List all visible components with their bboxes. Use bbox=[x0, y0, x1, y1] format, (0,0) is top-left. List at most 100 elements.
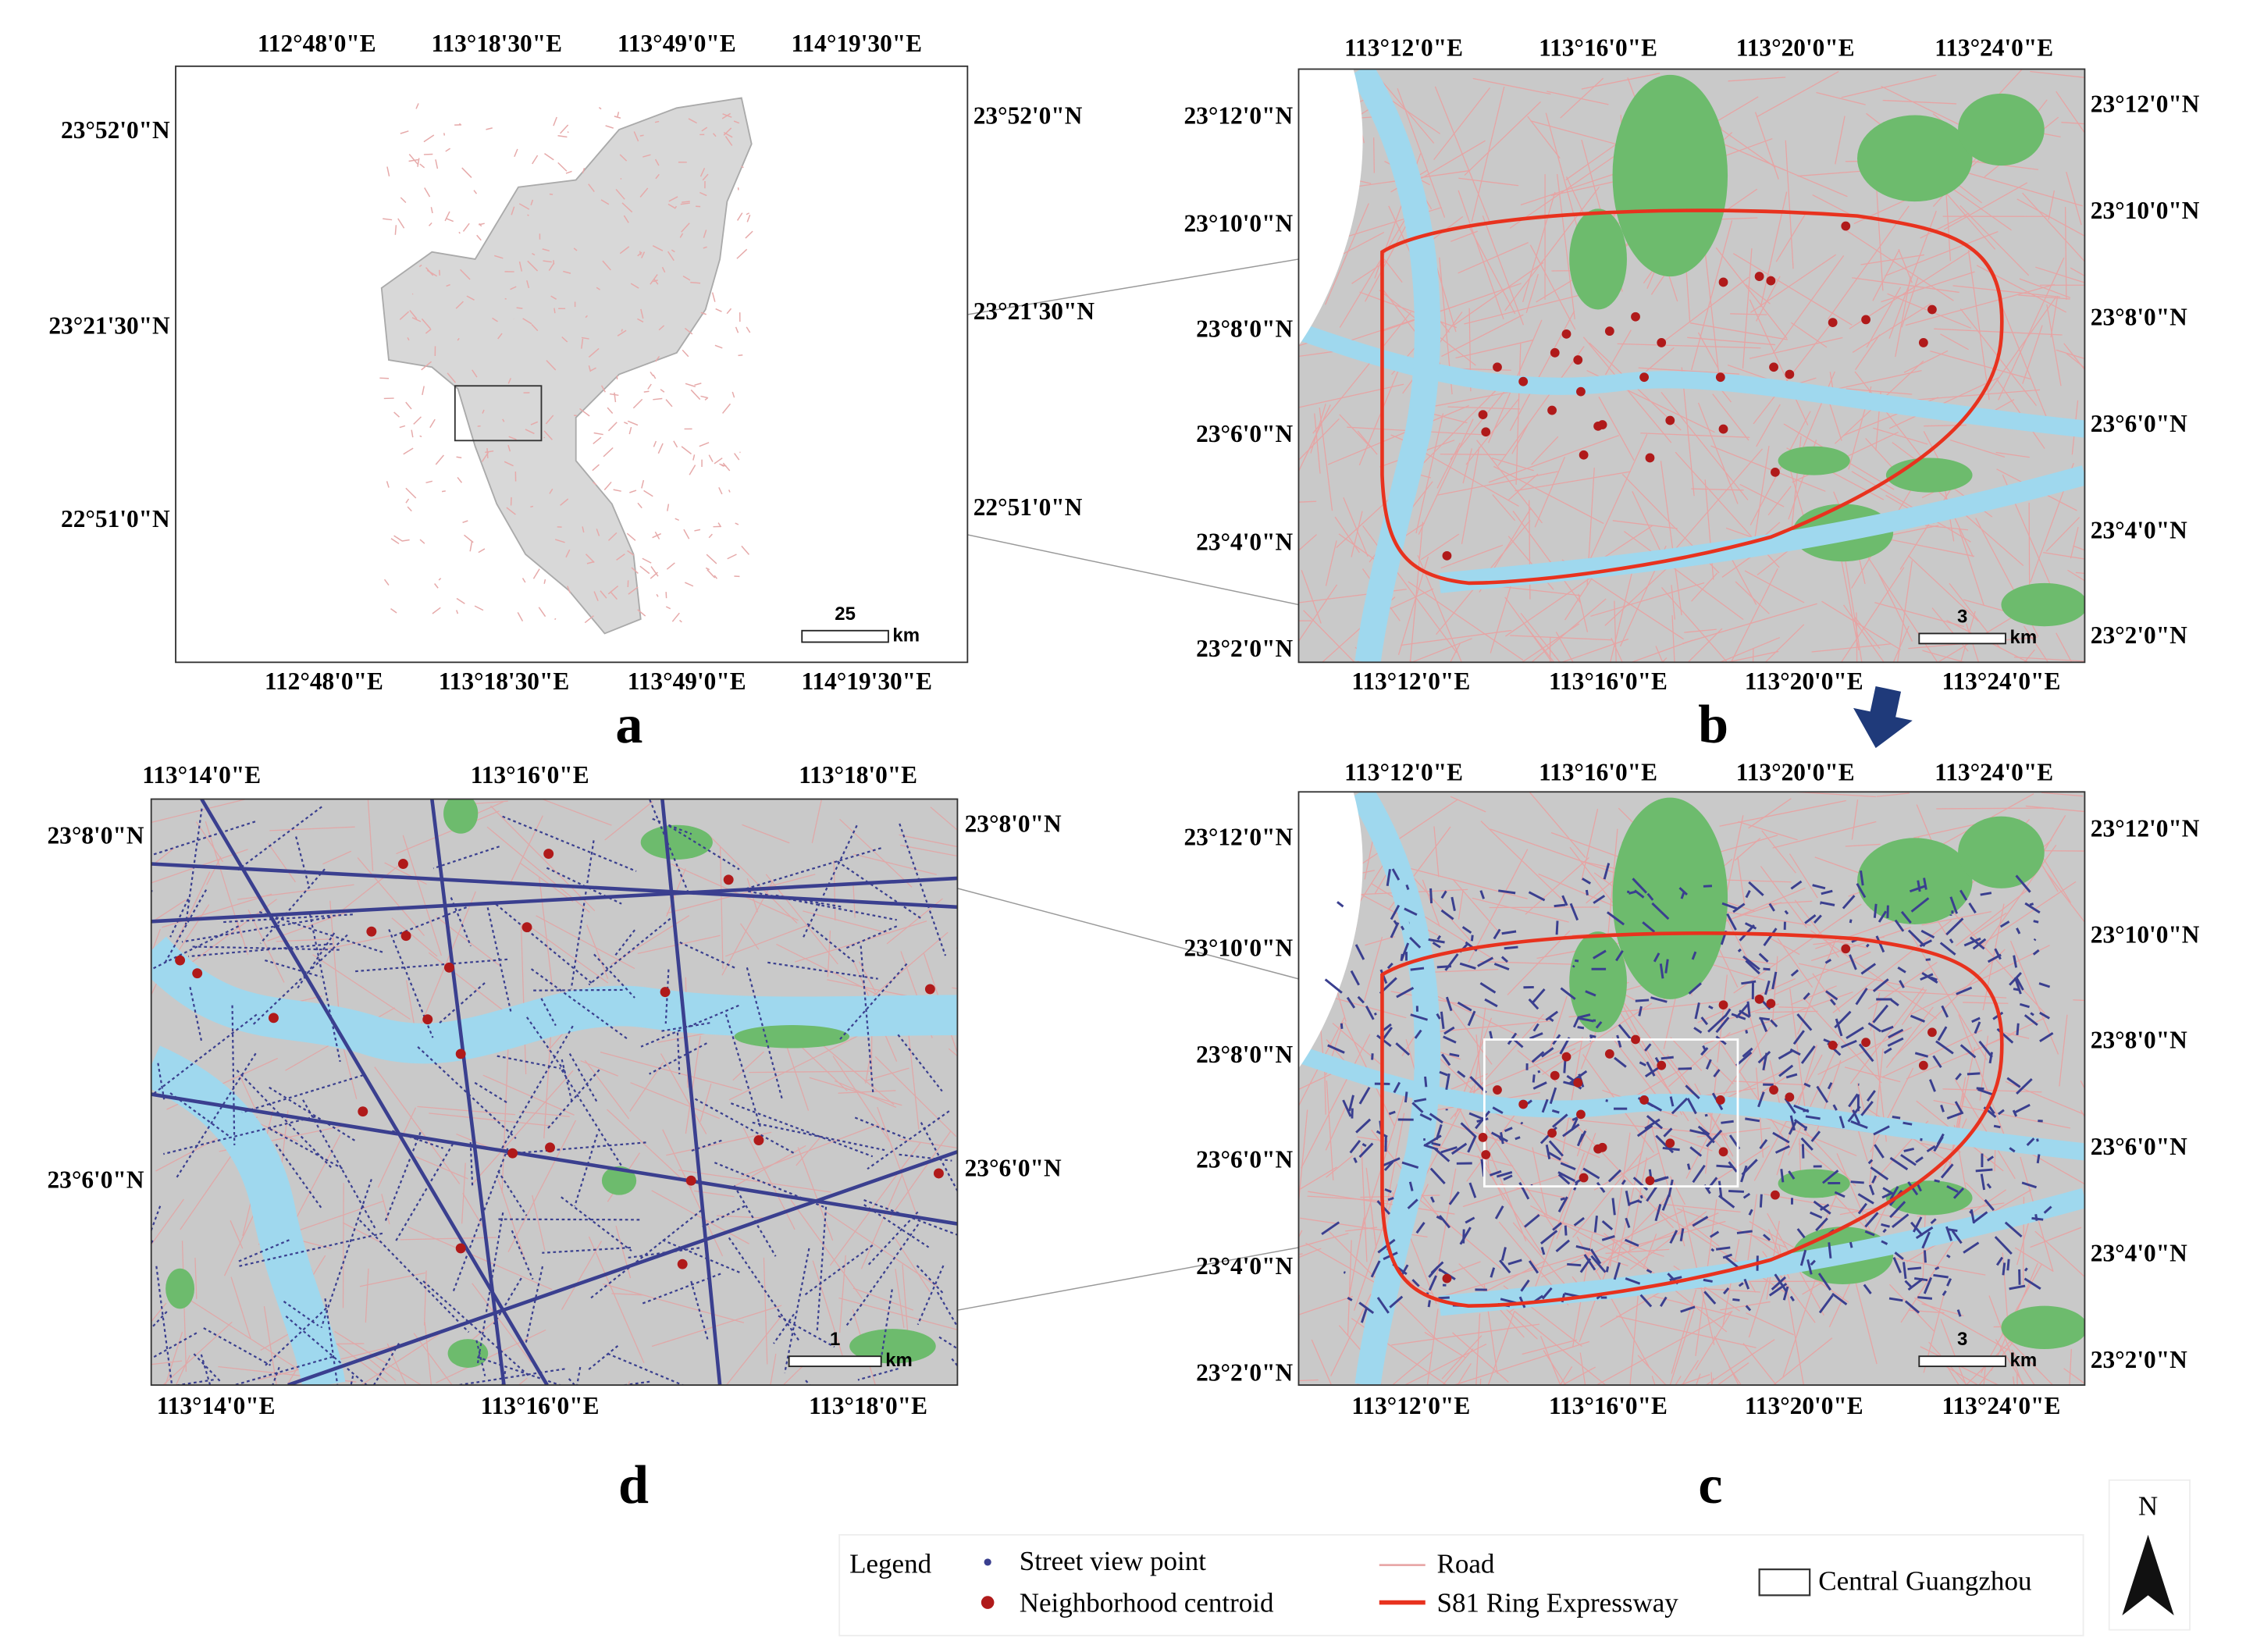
road bbox=[1681, 367, 1695, 497]
river bbox=[1349, 69, 1441, 663]
road bbox=[1888, 210, 1937, 339]
road bbox=[239, 1075, 258, 1113]
left-coordinate-label: 23°21'30"N bbox=[48, 312, 170, 340]
road bbox=[479, 223, 482, 227]
street-segment bbox=[1401, 942, 1410, 960]
neighborhood-centroid bbox=[1481, 1150, 1491, 1159]
road bbox=[643, 390, 650, 393]
street-segment bbox=[2021, 1181, 2037, 1189]
street-segment bbox=[1868, 1184, 1875, 1195]
road bbox=[1954, 1079, 2016, 1180]
road bbox=[580, 1060, 619, 1077]
road bbox=[603, 1283, 745, 1323]
road bbox=[151, 862, 958, 910]
neighborhood-centroid bbox=[933, 1168, 944, 1179]
street-segment bbox=[1852, 1109, 1860, 1124]
road bbox=[1383, 258, 1403, 283]
street-segment bbox=[1388, 1110, 1396, 1116]
road bbox=[2061, 122, 2085, 125]
road bbox=[1298, 1109, 1308, 1202]
road bbox=[1349, 799, 1458, 873]
street-segment bbox=[1549, 1087, 1557, 1105]
street-segment bbox=[1467, 1010, 1476, 1027]
road bbox=[1423, 1142, 1514, 1167]
road bbox=[456, 610, 459, 614]
road bbox=[1609, 1132, 1631, 1267]
neighborhood-centroid bbox=[1645, 453, 1655, 463]
road bbox=[423, 1270, 427, 1326]
street-segment bbox=[1917, 1296, 1933, 1300]
street-segment bbox=[1871, 1175, 1878, 1184]
road bbox=[542, 799, 612, 826]
road bbox=[1864, 988, 2007, 999]
street-segment bbox=[1892, 1213, 1910, 1228]
road bbox=[1955, 889, 2028, 947]
neighborhood-centroid bbox=[1493, 1085, 1502, 1095]
road bbox=[1298, 1379, 1319, 1382]
street-segment bbox=[1686, 1163, 1691, 1170]
road bbox=[1907, 554, 1979, 622]
map-frame bbox=[150, 798, 959, 1387]
street-segment bbox=[1432, 942, 1441, 949]
road bbox=[1511, 425, 1529, 454]
street-segment bbox=[1903, 1262, 1907, 1280]
road bbox=[1450, 796, 1486, 813]
bottom-coordinate-label: 114°19'30"E bbox=[801, 668, 932, 695]
road bbox=[1353, 1184, 1398, 1311]
street-segment bbox=[1984, 1198, 1995, 1212]
road bbox=[1595, 1310, 1733, 1386]
road bbox=[1487, 1311, 1515, 1386]
road bbox=[1881, 271, 1975, 303]
road bbox=[1547, 91, 1609, 105]
road bbox=[703, 246, 707, 249]
street-segment bbox=[1864, 1230, 1875, 1237]
road bbox=[1515, 343, 1522, 485]
road bbox=[1617, 1116, 1650, 1261]
road bbox=[660, 1053, 707, 1134]
street-segment bbox=[1745, 960, 1760, 975]
road bbox=[728, 1237, 801, 1343]
road bbox=[337, 864, 400, 915]
street-segment bbox=[1493, 928, 1501, 940]
road bbox=[417, 158, 420, 167]
street-segment bbox=[1757, 1050, 1771, 1064]
neighborhood-centroid bbox=[1478, 1132, 1488, 1142]
road bbox=[654, 158, 660, 166]
street-segment bbox=[1585, 990, 1596, 997]
road bbox=[545, 415, 554, 425]
road bbox=[1450, 643, 1461, 663]
road bbox=[457, 476, 463, 483]
street-segment bbox=[1490, 1131, 1508, 1143]
road bbox=[151, 799, 246, 824]
street-segment bbox=[1459, 1227, 1472, 1245]
neighborhood-centroid bbox=[1785, 369, 1795, 379]
road bbox=[797, 1147, 834, 1241]
street-segment bbox=[1639, 1061, 1646, 1066]
street-segment bbox=[1986, 1183, 1992, 1189]
top-coordinate-label: 113°24'0"E bbox=[1935, 34, 2053, 62]
road bbox=[1950, 1077, 1967, 1159]
road bbox=[1436, 265, 1457, 333]
street-segment bbox=[1337, 901, 1344, 908]
street-segment bbox=[1855, 988, 1868, 1006]
street-segment bbox=[1577, 1026, 1585, 1030]
street-segment bbox=[1742, 1047, 1753, 1058]
street-segment bbox=[1849, 1241, 1853, 1248]
street-segment bbox=[1526, 1099, 1532, 1105]
road bbox=[586, 561, 595, 564]
neighborhood-centroid bbox=[1657, 338, 1667, 347]
road bbox=[1450, 230, 1479, 242]
road bbox=[1476, 440, 1543, 524]
road bbox=[1605, 1248, 1670, 1255]
road bbox=[478, 548, 486, 554]
road bbox=[627, 550, 635, 556]
road bbox=[1905, 283, 2056, 326]
right-coordinate-label: 23°52'0"N bbox=[974, 101, 1083, 129]
road bbox=[1934, 328, 2063, 336]
street-segment bbox=[1532, 1081, 1547, 1090]
street-segment bbox=[2031, 1216, 2044, 1221]
road bbox=[1713, 1145, 1770, 1183]
bottom-coordinate-label: 113°14'0"E bbox=[157, 1392, 276, 1419]
road bbox=[173, 1379, 214, 1386]
